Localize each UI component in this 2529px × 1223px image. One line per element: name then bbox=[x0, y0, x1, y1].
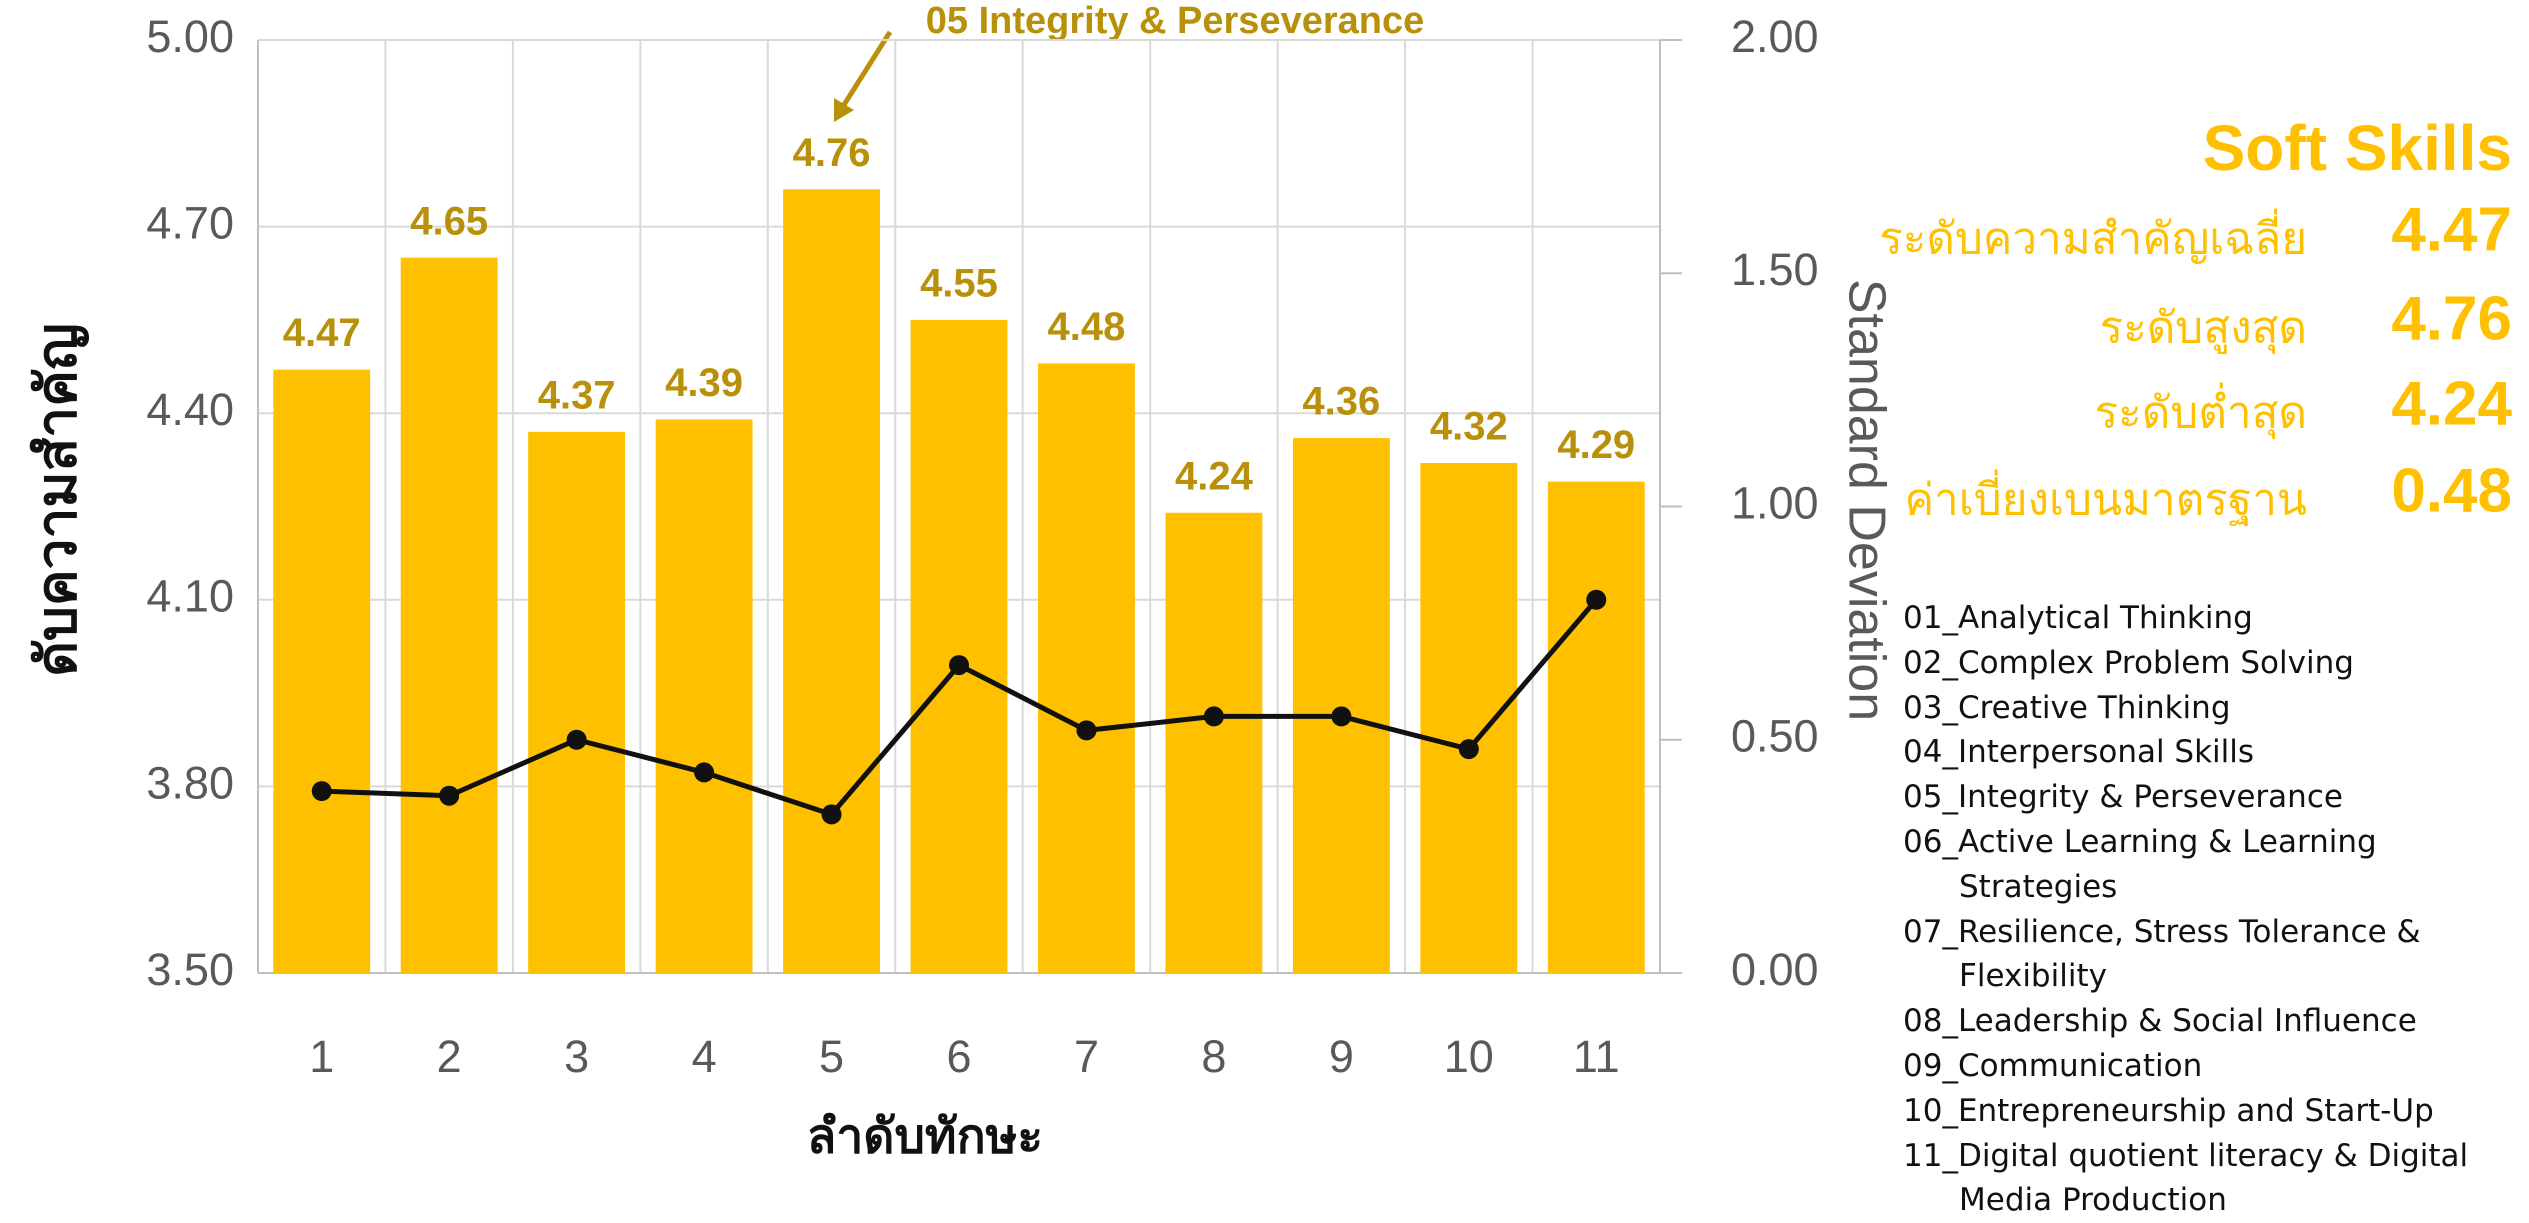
bar-value-label: 4.47 bbox=[283, 311, 361, 355]
summary-title: Soft Skills bbox=[2203, 112, 2512, 184]
annotation-arrowhead bbox=[834, 98, 854, 122]
legend-item: 07_Resilience, Stress Tolerance & Flexib… bbox=[1903, 913, 2421, 995]
summary-value: 4.76 bbox=[2391, 284, 2512, 353]
y2-tick-label: 0.00 bbox=[1731, 944, 1819, 995]
y2-tick-label: 2.00 bbox=[1731, 11, 1819, 62]
x-tick-label: 10 bbox=[1444, 1031, 1494, 1082]
y2-tick-label: 0.50 bbox=[1731, 711, 1819, 762]
sd-point bbox=[439, 785, 460, 806]
x-tick-label: 11 bbox=[1573, 1031, 1620, 1082]
y-tick-label: 3.50 bbox=[146, 944, 234, 995]
legend-item: 02_Complex Problem Solving bbox=[1903, 644, 2354, 681]
bar bbox=[528, 431, 626, 973]
sd-point bbox=[694, 762, 715, 783]
bar-value-label: 4.29 bbox=[1557, 423, 1635, 467]
summary-value: 4.24 bbox=[2391, 369, 2512, 438]
summary-value: 0.48 bbox=[2391, 456, 2512, 525]
legend-item: 08_Leadership & Social Influence bbox=[1903, 1003, 2417, 1040]
bar bbox=[910, 319, 1008, 973]
y-tick-label: 4.70 bbox=[146, 197, 234, 248]
annotation: 05 Integrity & Perseverance bbox=[926, 0, 1425, 42]
x-tick-label: 8 bbox=[1201, 1031, 1226, 1082]
y-tick-label: 4.10 bbox=[146, 571, 234, 622]
bar-value-label: 4.76 bbox=[793, 131, 871, 175]
y-tick-label: 3.80 bbox=[146, 757, 234, 808]
bar bbox=[273, 369, 371, 973]
sd-point bbox=[1076, 720, 1097, 741]
bar-value-label: 4.65 bbox=[410, 199, 488, 243]
y-axis-title: ดับความสำคัญ bbox=[26, 323, 90, 677]
legend-item: 04_Interpersonal Skills bbox=[1903, 734, 2255, 771]
annotation-arrow bbox=[839, 30, 893, 110]
x-tick-label: 6 bbox=[946, 1031, 971, 1082]
sd-point bbox=[1203, 706, 1224, 727]
y-tick-label: 5.00 bbox=[146, 11, 234, 62]
bar bbox=[655, 419, 753, 973]
x-tick-label: 5 bbox=[819, 1031, 844, 1082]
x-tick-label: 2 bbox=[437, 1031, 462, 1082]
sd-point bbox=[1458, 739, 1479, 760]
legend-item: 01_Analytical Thinking bbox=[1903, 600, 2253, 636]
y-tick-label: 4.40 bbox=[146, 384, 234, 435]
bar-value-label: 4.24 bbox=[1175, 454, 1254, 498]
bar bbox=[783, 189, 880, 973]
x-tick-label: 1 bbox=[309, 1031, 334, 1082]
y2-axis-title: Standard Deviation bbox=[1837, 279, 1895, 721]
sd-point bbox=[566, 729, 587, 750]
x-tick-label: 3 bbox=[564, 1031, 589, 1082]
legend-item: 09_Communication bbox=[1903, 1047, 2203, 1084]
legend-item: 06_Active Learning & Learning Strategies bbox=[1903, 823, 2377, 905]
x-axis-title: ลำดับทักษะ bbox=[807, 1111, 1043, 1164]
summary-label: ค่าเบี่ยงเบนมาตรฐาน bbox=[1905, 469, 2307, 526]
bar-value-label: 4.36 bbox=[1302, 380, 1380, 424]
chart: ดับความสำคัญ Standard Deviation ลำดับทัก… bbox=[26, 0, 2513, 1164]
legend: 01_Analytical Thinking 02_Complex Problem… bbox=[1903, 596, 2525, 1223]
bar bbox=[1547, 481, 1645, 973]
y2-tick-label: 1.00 bbox=[1731, 477, 1819, 528]
sd-point bbox=[311, 781, 332, 802]
bar-value-label: 4.55 bbox=[920, 261, 998, 305]
sd-point bbox=[821, 804, 842, 825]
sd-point bbox=[1331, 706, 1352, 727]
legend-item: 03_Creative Thinking bbox=[1903, 689, 2231, 726]
bar bbox=[1420, 462, 1518, 973]
sd-point bbox=[1586, 589, 1607, 610]
bar bbox=[1165, 512, 1263, 973]
bar bbox=[400, 257, 498, 973]
bar-value-label: 4.37 bbox=[538, 373, 616, 417]
bar bbox=[1038, 363, 1135, 973]
summary-value: 4.47 bbox=[2391, 195, 2512, 264]
bar-value-label: 4.32 bbox=[1430, 405, 1508, 449]
y2-tick-label: 1.50 bbox=[1731, 244, 1819, 295]
summary-label: ระดับสูงสุด bbox=[2099, 304, 2307, 355]
x-tick-label: 9 bbox=[1329, 1031, 1354, 1082]
legend-item: 11_Digital quotient literacy & Digital M… bbox=[1903, 1137, 2469, 1219]
x-tick-label: 7 bbox=[1074, 1031, 1099, 1082]
legend-item: 05_Integrity & Perseverance bbox=[1903, 779, 2343, 816]
legend-item: 10_Entrepreneurship and Start-Up bbox=[1903, 1092, 2434, 1129]
bar-value-label: 4.48 bbox=[1048, 305, 1126, 349]
bar-value-label: 4.39 bbox=[665, 361, 743, 405]
bar bbox=[1292, 438, 1390, 974]
page: ดับความสำคัญ Standard Deviation ลำดับทัก… bbox=[25, 0, 2513, 1219]
sd-point bbox=[949, 655, 969, 676]
x-tick-label: 4 bbox=[692, 1031, 717, 1082]
summary-label: ระดับต่ำสุด bbox=[2095, 382, 2307, 440]
summary-label: ระดับความสำคัญเฉลี่ย bbox=[1879, 208, 2307, 264]
